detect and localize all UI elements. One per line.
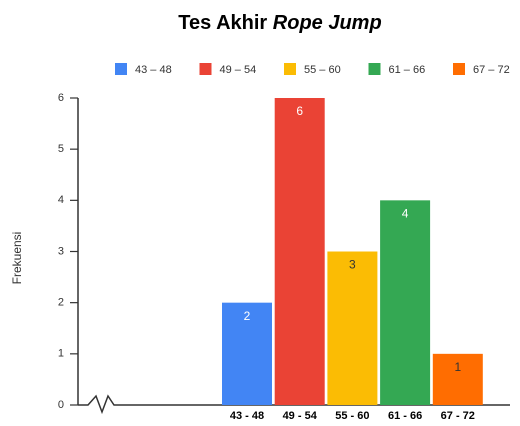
x-tick-label: 49 - 54: [283, 410, 318, 421]
legend-swatch: [453, 63, 465, 75]
legend-label: 67 – 72: [473, 64, 510, 76]
bar: [380, 200, 431, 405]
chart-title: Tes Akhir Rope Jump: [178, 12, 381, 34]
y-tick-label: 0: [58, 399, 64, 411]
title-emphasis: Rope Jump: [273, 12, 382, 34]
y-tick-label: 5: [58, 143, 64, 155]
x-axis: [78, 394, 510, 415]
y-tick-label: 4: [58, 194, 64, 206]
data-label: 1: [454, 360, 461, 374]
legend-label: 49 – 54: [220, 64, 257, 76]
x-tick-label: 61 - 66: [388, 410, 422, 421]
bar: [327, 251, 378, 405]
bar: [432, 353, 483, 405]
legend-label: 43 – 48: [135, 64, 172, 76]
y-tick-label: 2: [58, 297, 64, 309]
y-axis-label: Frekuensi: [10, 232, 24, 285]
legend-label: 61 – 66: [389, 64, 426, 76]
legend-label: 55 – 60: [304, 64, 341, 76]
bar: [274, 98, 325, 405]
legend-swatch: [199, 63, 212, 75]
data-label: 3: [349, 258, 356, 272]
y-tick-label: 1: [58, 348, 64, 360]
y-tick-label: 6: [58, 92, 64, 104]
legend-swatch: [284, 63, 296, 75]
x-tick-label: 43 - 48: [230, 410, 264, 421]
x-tick-label: 67 - 72: [441, 410, 475, 421]
data-label: 4: [402, 207, 409, 221]
x-tick-label: 55 - 60: [335, 410, 369, 421]
y-tick-label: 3: [58, 245, 64, 257]
data-label: 2: [244, 309, 251, 323]
legend-swatch: [368, 63, 381, 75]
legend-swatch: [115, 63, 127, 75]
bar: [222, 302, 272, 405]
title-text: Tes Akhir: [178, 12, 267, 34]
data-label: 6: [296, 104, 303, 118]
